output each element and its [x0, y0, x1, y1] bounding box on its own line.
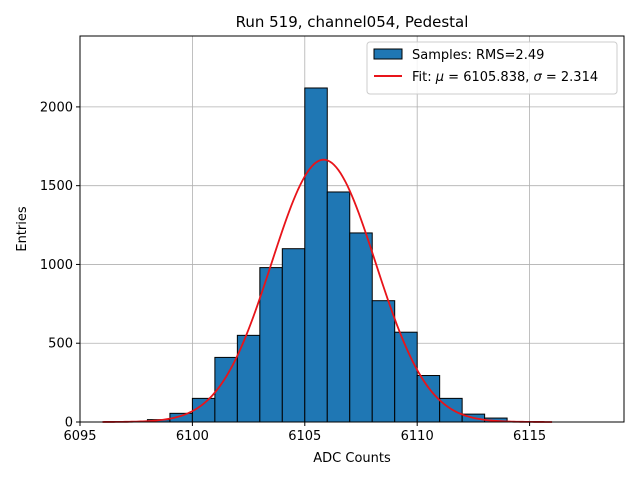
x-tick-label: 6105 — [288, 429, 321, 444]
legend-fit-label-prefix: Fit: — [412, 70, 436, 85]
legend-fit-mu-value: = 6105.838, — [444, 70, 533, 85]
y-tick-label: 1000 — [40, 258, 73, 273]
x-tick-label: 6110 — [401, 429, 434, 444]
x-axis-label: ADC Counts — [313, 451, 391, 466]
plot-frame — [79, 35, 625, 423]
legend-fit-sigma-value: = 2.314 — [542, 70, 598, 85]
y-tick-label: 2000 — [40, 100, 73, 115]
x-tick-label: 6095 — [63, 429, 96, 444]
y-tick-label: 1500 — [40, 179, 73, 194]
legend-fit-mu-symbol: μ — [435, 70, 444, 85]
x-axis-ticks: 6095 6100 6105 6110 6115 — [63, 422, 546, 444]
x-tick-label: 6100 — [176, 429, 209, 444]
legend-box — [366, 41, 618, 95]
y-tick-label: 500 — [48, 337, 73, 352]
histogram-bar — [416, 375, 441, 423]
histogram-bar — [439, 397, 463, 423]
legend-fit-label: Fit: μ = 6105.838, σ = 2.314 — [412, 70, 598, 85]
histogram-bar — [349, 232, 373, 423]
fit-curve-group — [102, 158, 553, 423]
chart-title: Run 519, channel054, Pedestal — [236, 13, 469, 31]
x-tick-label: 6115 — [513, 429, 546, 444]
histogram-bar — [326, 191, 351, 423]
y-tick-label: 0 — [65, 416, 73, 431]
histogram-bar — [304, 87, 328, 423]
y-axis-ticks: 0 500 1000 1500 2000 — [40, 100, 80, 431]
legend-histogram-label: Samples: RMS=2.49 — [412, 48, 544, 63]
legend-fit-sigma-symbol: σ — [534, 70, 543, 85]
legend-histogram-swatch — [373, 48, 403, 60]
histogram-bar — [281, 248, 306, 423]
legend: Samples: RMS=2.49 Fit: μ = 6105.838, σ =… — [366, 41, 618, 95]
histogram-bars — [146, 87, 508, 423]
fit-curve — [102, 158, 553, 423]
histogram-bar — [371, 300, 396, 423]
y-axis-label: Entries — [15, 206, 30, 252]
